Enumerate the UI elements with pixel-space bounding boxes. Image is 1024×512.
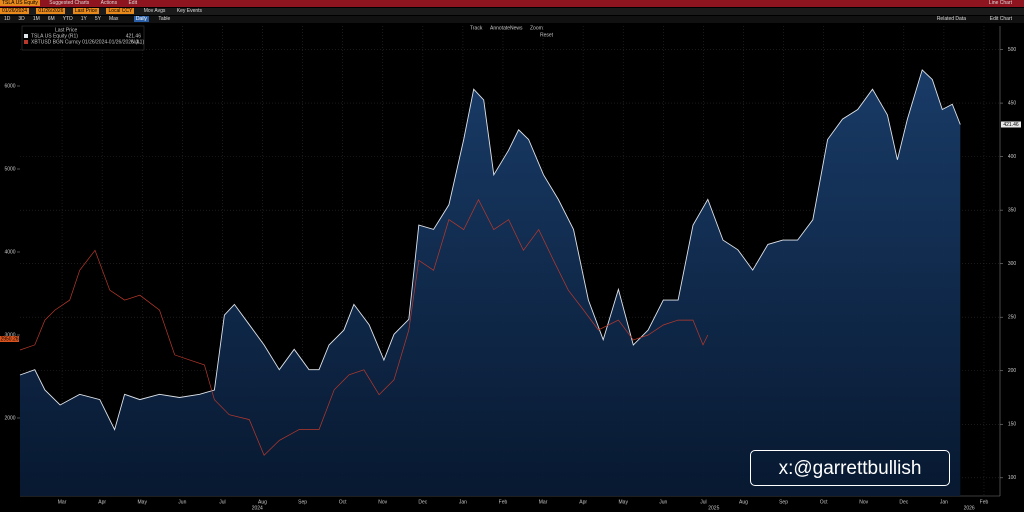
menu-bar: TSLA US Equity Suggested Charts Actions … [0,0,1024,7]
x-tick-label: Jan [940,499,948,505]
y-tick-label: 5000 [4,166,15,172]
legend-label: XBTUSD BGN Curncy 01/26/2024-01/26/2026 … [31,39,144,45]
last-tag: 2950.26 [0,336,18,342]
y2-tick-label: 500 [1008,47,1017,53]
legend-value: N.A. [131,39,141,45]
legend-box [21,25,145,51]
x-tick-label: Jun [659,499,667,505]
line [19,69,961,431]
line [19,198,709,456]
x-tick-label: Nov [859,499,868,505]
x-tick-label: Apr [98,499,106,505]
area [20,69,961,497]
period[interactable]: 6M [47,16,55,22]
x-tick-label: Aug [739,499,748,505]
x-tick-label: Dec [418,499,427,505]
period[interactable]: 1M [32,16,40,22]
x-tick-label: Mar [539,499,548,505]
x-tick-label: Feb [499,499,508,505]
period[interactable]: YTD [62,16,73,22]
y2-tick-label: 100 [1008,475,1017,481]
period[interactable]: 3D [18,16,25,22]
right-button[interactable]: Edit Chart [989,16,1012,22]
legend-title: Last Price [55,27,77,33]
legend-swatch [24,34,28,38]
security[interactable]: TSLA US Equity [0,0,40,6]
right-button[interactable]: Related Data [936,16,966,22]
tool[interactable]: Track [470,25,483,31]
watermark: x:@garrettbullish [750,450,950,486]
year-label: 2024 [252,505,263,511]
y2-tick-label: 250 [1008,315,1017,321]
y2-tick-label: 300 [1008,261,1017,267]
tool[interactable]: News [510,25,523,31]
x-tick-label: Oct [820,499,828,505]
field[interactable]: 01/26/2024 [0,8,30,14]
last-tag-box [1001,121,1021,128]
frequency[interactable]: Daily [133,16,149,22]
y2-tick-label: 150 [1008,422,1017,428]
y2-tick-label: 350 [1008,207,1017,213]
menu[interactable]: Suggested Charts [49,0,90,6]
y2-tick-label: 400 [1008,154,1017,160]
y-tick-label: 6000 [4,83,15,89]
tool[interactable]: Annotate [490,25,510,31]
view[interactable]: Table [158,16,171,22]
tool[interactable]: Zoom [530,25,543,31]
x-tick-label: Jun [178,499,186,505]
field[interactable]: Last Price [72,8,100,14]
toggle[interactable]: Key Events [176,8,203,14]
y2-tick-label: 450 [1008,100,1017,106]
reset-button: Reset [540,32,554,38]
field[interactable]: Local CCY [106,8,135,14]
toggle[interactable]: Mov Avgs [143,8,166,14]
y-tick-label: 3000 [4,332,15,338]
x-tick-label: Feb [980,499,989,505]
x-tick-label: Jul [700,499,706,505]
y2-tick-label: 200 [1008,368,1017,374]
chart-kind: Line Chart [988,0,1012,6]
x-tick-label: Mar [58,499,67,505]
legend-swatch [24,40,28,44]
periods: 1D 3D 1M 6M YTD 1Y 5Y Max [0,16,126,22]
x-tick-label: Jan [459,499,467,505]
last-tag: 421.46 [1003,122,1019,128]
period[interactable]: 1D [4,16,11,22]
x-tick-label: May [138,499,148,505]
menu[interactable]: Actions [100,0,118,6]
field-bar: 01/26/2024 01/26/2026 Last Price Local C… [0,8,1024,15]
x-tick-label: Jul [219,499,225,505]
period-bar: 1D 3D 1M 6M YTD 1Y 5Y Max Daily Table Related D… [0,16,1024,23]
x-tick-label: May [619,499,629,505]
legend-label: TSLA US Equity (R1) [31,33,78,39]
x-tick-label: Dec [899,499,908,505]
x-tick-label: Apr [579,499,587,505]
x-tick-label: Sep [779,499,788,505]
y-tick-label: 4000 [4,249,15,255]
menu[interactable]: Edit [128,0,138,6]
period[interactable]: 1Y [80,16,87,22]
year-label: 2026 [964,505,975,511]
period[interactable]: Max [108,16,119,22]
x-tick-label: Sep [298,499,307,505]
field[interactable]: 01/26/2026 [36,8,66,14]
year-label: 2025 [708,505,719,511]
x-tick-label: Nov [378,499,387,505]
legend-value: 421.46 [126,33,142,39]
x-tick-label: Aug [258,499,267,505]
last-tag-box [0,336,19,342]
y-tick-label: 2000 [4,415,15,421]
period[interactable]: 5Y [94,16,101,22]
x-tick-label: Oct [339,499,347,505]
